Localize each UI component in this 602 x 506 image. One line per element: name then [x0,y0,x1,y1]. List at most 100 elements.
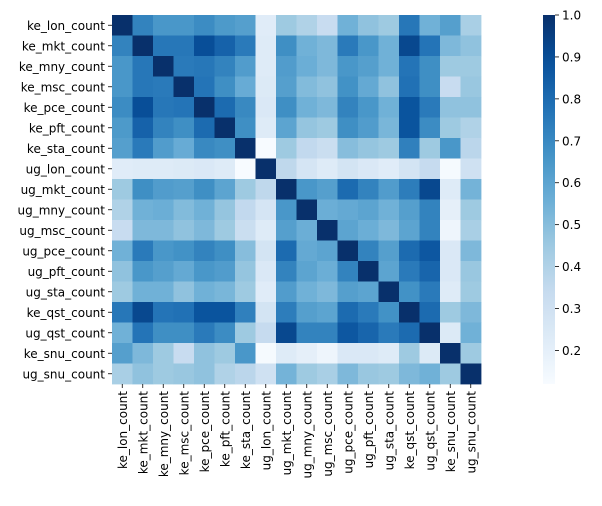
heatmap-cell [276,179,297,200]
heatmap-cell [255,56,277,77]
y-tick-label: ke_snu_count [24,347,106,361]
heatmap-cell [173,220,195,241]
heatmap-cell [337,199,359,221]
heatmap-cell [296,220,318,241]
heatmap-cell [235,179,256,200]
heatmap-cell [358,76,379,98]
heatmap-cell [358,117,379,139]
heatmap-cell [378,281,400,303]
y-tick-label: ke_mkt_count [22,39,105,53]
heatmap-cell [153,343,174,364]
heatmap-cell [132,15,154,36]
heatmap-cell [358,199,379,221]
heatmap-cell [112,35,133,57]
x-tick-label: ug_pce_count [341,391,355,474]
heatmap-cell [419,117,441,139]
heatmap-cell [317,158,338,180]
colorbar-gradient [543,15,555,384]
heatmap-cell [194,199,215,221]
heatmap-cell [460,56,482,77]
heatmap-cell [255,76,277,98]
x-tick-labels: ke_lon_count ke_mkt_count ke_mny_count ke_m… [116,384,478,478]
heatmap-cell [194,56,215,77]
x-tick-label: ug_mkt_count [280,391,294,476]
heatmap-cell [194,158,215,180]
heatmap-cell [460,363,482,385]
heatmap-cell [419,56,441,77]
heatmap-cell [440,117,461,139]
heatmap-cell [173,199,195,221]
heatmap-cell [235,97,256,118]
heatmap-cell [112,302,133,323]
heatmap-cell [317,138,338,159]
heatmap-cell [399,220,420,241]
heatmap-cell [214,199,236,221]
heatmap-cell [317,240,338,262]
heatmap-cell [214,240,236,262]
heatmap-cell [194,281,215,303]
heatmap-cell [460,117,482,139]
heatmap-cell [358,97,379,118]
heatmap-cell [276,363,297,385]
x-tick-label: ug_sta_count [382,391,396,471]
heatmap-cell [214,281,236,303]
heatmap-cell [358,343,379,364]
heatmap-cell [255,261,277,282]
heatmap-cell [132,199,154,221]
heatmap-cell [214,117,236,139]
x-tick-label: ke_pce_count [198,391,212,473]
heatmap-cell [276,220,297,241]
heatmap-cell [358,322,379,344]
heatmap-cell [153,363,174,385]
heatmap-cell [235,76,256,98]
heatmap-cell [337,76,359,98]
x-tick-label: ug_lon_count [259,391,273,471]
heatmap-cell [132,158,154,180]
heatmap-cell [132,220,154,241]
heatmap-cell [153,199,174,221]
heatmap-cell [337,240,359,262]
heatmap-cell [112,261,133,282]
heatmap-cell [194,343,215,364]
heatmap-cell [112,117,133,139]
heatmap-cell [112,343,133,364]
heatmap-cell [173,56,195,77]
heatmap-cell [399,261,420,282]
heatmap-cell [460,220,482,241]
y-tick-labels: ke_lon_count ke_mkt_count ke_mny_count ke_m… [18,19,112,381]
heatmap-cell [276,35,297,57]
heatmap-cell [235,261,256,282]
heatmap-cell [153,35,174,57]
x-tick-label: ke_pft_count [218,391,232,467]
heatmap-cell [399,35,420,57]
heatmap-cell [296,35,318,57]
heatmap-cell [440,179,461,200]
heatmap-cell [173,281,195,303]
x-tick-label: ug_qst_count [423,391,437,471]
heatmap-cell [276,138,297,159]
heatmap-cell [132,97,154,118]
heatmap-cell [378,117,400,139]
heatmap-cell [214,97,236,118]
heatmap-cell [132,35,154,57]
heatmap-cell [194,76,215,98]
heatmap-cell [378,15,400,36]
heatmap-cell [132,343,154,364]
heatmap-cell [358,302,379,323]
heatmap-cell [419,343,441,364]
heatmap-cell [460,76,482,98]
heatmap-cell [112,56,133,77]
heatmap-cell [378,343,400,364]
heatmap-cell [358,15,379,36]
heatmap-cell [337,261,359,282]
heatmap-cell [460,281,482,303]
heatmap-cells [112,15,482,385]
heatmap-cell [440,343,461,364]
heatmap-cell [235,138,256,159]
heatmap-cell [112,199,133,221]
heatmap-cell [214,220,236,241]
heatmap-cell [460,158,482,180]
heatmap-cell [173,35,195,57]
heatmap-cell [153,117,174,139]
heatmap-cell [112,281,133,303]
